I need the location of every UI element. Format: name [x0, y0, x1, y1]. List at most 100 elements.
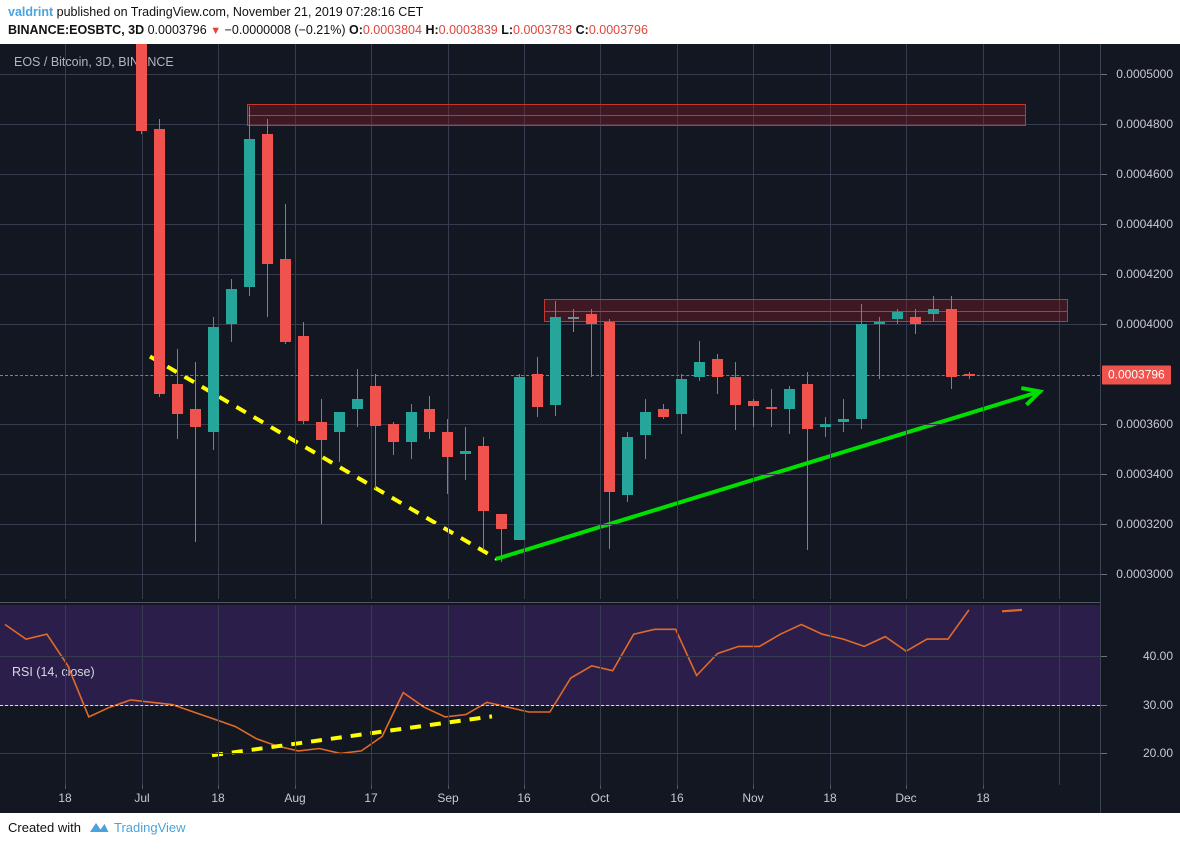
candle-body[interactable] [712, 359, 723, 377]
vertical-gridline [1059, 605, 1060, 785]
chart-series-label: EOS / Bitcoin, 3D, BINANCE [14, 55, 174, 69]
candle-body[interactable] [406, 412, 417, 442]
tradingview-brand[interactable]: TradingView [114, 820, 186, 835]
vertical-gridline [65, 44, 66, 599]
time-axis-tick [448, 785, 449, 789]
time-axis[interactable]: 18 Jul 18 Aug 17 Sep 16 Oct 16 Nov 18 Dec 18 [0, 785, 1180, 813]
candle-body[interactable] [244, 139, 255, 287]
price-axis-label: 0.0003400 [1116, 467, 1173, 481]
candle-body[interactable] [748, 401, 759, 406]
candle-body[interactable] [442, 432, 453, 457]
candle-body[interactable] [496, 514, 507, 529]
candle-body[interactable] [820, 424, 831, 427]
candle-wick [357, 369, 358, 427]
rsi-pane[interactable]: RSI (14, close) [0, 605, 1100, 785]
candle-body[interactable] [802, 384, 813, 429]
candle-body[interactable] [784, 389, 795, 409]
author-name[interactable]: valdrint [8, 5, 54, 19]
candle-body[interactable] [298, 336, 309, 421]
candle-body[interactable] [586, 314, 597, 324]
candle-body[interactable] [928, 309, 939, 314]
close-label: C: [575, 23, 589, 37]
candle-body[interactable] [676, 379, 687, 414]
candle-body[interactable] [208, 327, 219, 432]
candle-body[interactable] [838, 419, 849, 422]
candle-body[interactable] [550, 317, 561, 405]
price-axis-tick [1101, 124, 1107, 125]
rsi-axis-label: 30.00 [1142, 697, 1173, 712]
rsi-horizontal-gridline [0, 753, 1100, 754]
candle-body[interactable] [658, 409, 669, 417]
candle-body[interactable] [946, 309, 957, 377]
ascending-support[interactable] [495, 389, 1041, 561]
candle-body[interactable] [604, 322, 615, 492]
tradingview-logo-icon [89, 823, 109, 832]
candle-body[interactable] [640, 412, 651, 435]
time-axis-tick [295, 785, 296, 789]
candle-body[interactable] [136, 44, 147, 131]
candle-body[interactable] [622, 437, 633, 495]
descending-resistance[interactable] [148, 354, 499, 561]
candle-body[interactable] [730, 377, 741, 405]
symbol-text[interactable]: BINANCE:EOSBTC, 3D [8, 23, 145, 37]
horizontal-gridline [0, 174, 1100, 175]
candle-body[interactable] [766, 407, 777, 409]
candle-body[interactable] [532, 374, 543, 407]
candle-body[interactable] [892, 312, 903, 319]
candle-body[interactable] [334, 412, 345, 432]
candle-wick [573, 309, 574, 332]
horizontal-gridline [0, 224, 1100, 225]
horizontal-gridline [0, 474, 1100, 475]
chart-container[interactable]: EOS / Bitcoin, 3D, BINANCE RSI (14, clos… [0, 44, 1180, 785]
close-value: 0.0003796 [588, 23, 648, 37]
candle-body[interactable] [568, 317, 579, 319]
candle-body[interactable] [478, 446, 489, 511]
candle-body[interactable] [370, 386, 381, 426]
vertical-gridline [753, 605, 754, 785]
candle-body[interactable] [694, 362, 705, 377]
time-axis-label: Sep [437, 791, 459, 805]
candle-wick [375, 374, 376, 489]
candle-body[interactable] [352, 399, 363, 409]
candle-body[interactable] [316, 422, 327, 440]
price-axis-tick [1101, 424, 1107, 425]
candle-wick [825, 417, 826, 437]
vertical-gridline [218, 605, 219, 785]
rsi-oversold-line [0, 705, 1100, 706]
candle-body[interactable] [514, 377, 525, 540]
time-axis-tick [983, 785, 984, 789]
candle-body[interactable] [280, 259, 291, 342]
candle-body[interactable] [910, 317, 921, 324]
rsi-ascending-support[interactable] [211, 714, 493, 758]
time-axis-tick [753, 785, 754, 789]
rsi-axis-label: 20.00 [1142, 746, 1173, 761]
price-axis-label: 0.0004000 [1116, 317, 1173, 331]
candle-body[interactable] [190, 409, 201, 427]
candle-wick [195, 362, 196, 542]
upper-resistance-zone[interactable] [247, 104, 1026, 126]
price-pane[interactable]: EOS / Bitcoin, 3D, BINANCE [0, 44, 1100, 599]
low-value: 0.0003783 [513, 23, 573, 37]
price-axis-tick [1101, 74, 1107, 75]
candle-body[interactable] [226, 289, 237, 324]
candle-body[interactable] [964, 374, 975, 376]
price-axis-tick [1101, 524, 1107, 525]
candle-body[interactable] [388, 424, 399, 442]
candle-body[interactable] [856, 324, 867, 419]
lower-resistance-zone[interactable] [544, 299, 1068, 322]
candle-body[interactable] [172, 384, 183, 414]
rsi-study-label: RSI (14, close) [12, 665, 95, 679]
candle-body[interactable] [424, 409, 435, 432]
candle-body[interactable] [874, 322, 885, 324]
price-axis-label: 0.0004800 [1116, 117, 1173, 131]
candle-body[interactable] [460, 451, 471, 454]
last-price: 0.0003796 [147, 23, 207, 37]
time-axis-label: Aug [284, 791, 306, 805]
candle-body[interactable] [262, 134, 273, 264]
vertical-gridline [218, 44, 219, 599]
candle-body[interactable] [154, 129, 165, 394]
horizontal-gridline [0, 124, 1100, 125]
low-label: L: [501, 23, 514, 37]
current-price-badge[interactable]: 0.0003796 [1102, 365, 1171, 385]
price-axis[interactable]: 0.0005000 0.0004800 0.0004600 0.0004400 0.00… [1100, 44, 1180, 785]
